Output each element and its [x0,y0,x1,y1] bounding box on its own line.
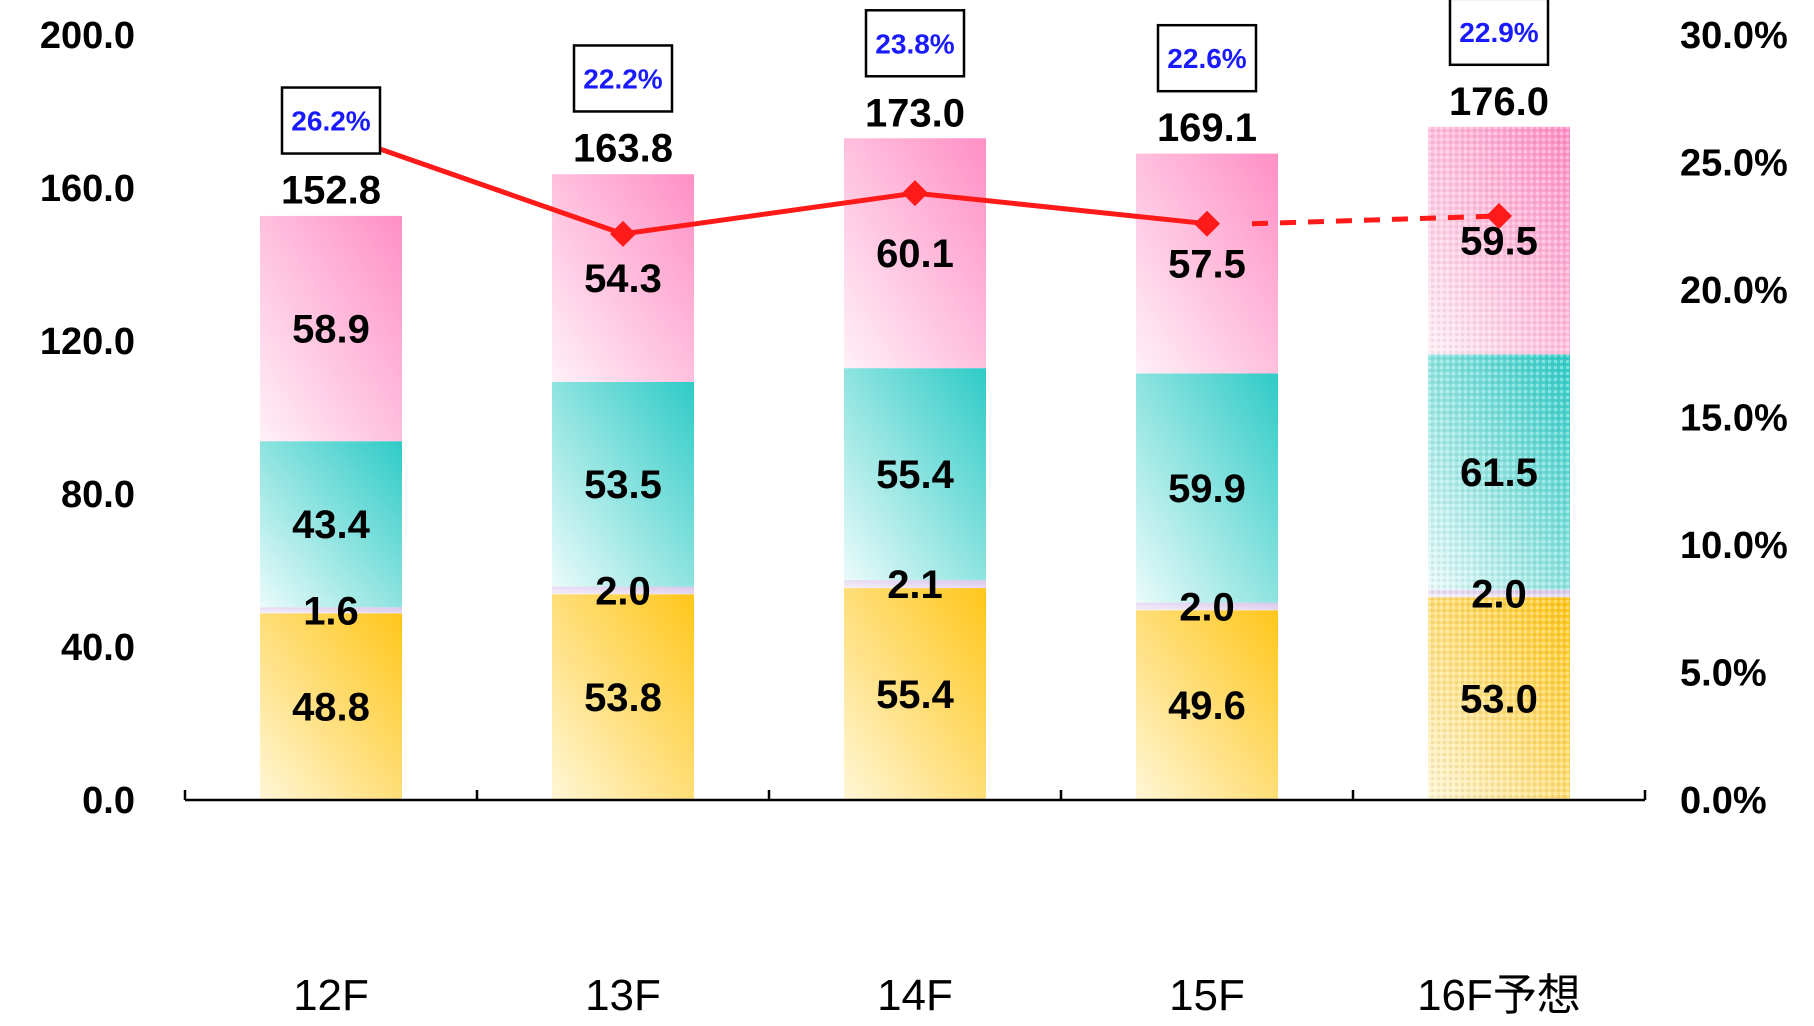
segment-value-label: 53.5 [584,463,662,507]
rate-point-marker [610,220,636,247]
bar-segment [1136,153,1278,374]
total-value-label: 169.1 [1157,106,1257,150]
segment-value-label: 43.4 [292,503,371,547]
rate-line [318,118,1512,247]
forecast-pattern [1428,126,1570,355]
bar-segment [260,441,402,608]
category-label: 16F予想 [1417,971,1581,1020]
total-value-label: 163.8 [573,126,673,170]
bar-segment [552,594,694,800]
segment-value-label: 60.1 [876,232,954,276]
rate-value-label: 22.2% [583,63,662,94]
data-labels: 48.8 1.6 43.4 58.9 152.8 26.2% 53.8 2.0 53.5 54.3… [280,0,1550,730]
right-tick-label: 30.0% [1680,15,1788,57]
bar-segment [552,381,694,587]
rate-value-label: 23.8% [875,28,954,59]
segment-value-label: 59.5 [1460,220,1538,264]
rate-label-box [1156,23,1258,93]
segment-value-label: 61.5 [1460,451,1538,495]
forecast-pattern [1428,589,1570,598]
bar-segment [844,588,986,800]
left-tick-label: 40.0 [61,627,135,669]
category-label: 12F [293,971,369,1020]
total-value-label: 176.0 [1449,80,1549,124]
rate-value-label: 22.6% [1167,43,1246,74]
rate-label-box [280,86,382,155]
segment-value-label: 54.3 [584,257,662,301]
rate-label-box [572,44,674,113]
right-axis: 0.0% 5.0% 10.0% 15.0% 20.0% 25.0% 30.0% [1680,15,1788,822]
segment-value-label: 2.1 [887,563,943,607]
bar-segment [844,138,986,369]
category-label: 15F [1169,971,1245,1020]
bar-segment [844,368,986,581]
rate-point-marker [1194,210,1220,237]
segment-value-label: 48.8 [292,686,370,730]
right-tick-label: 20.0% [1680,270,1788,312]
bar-segment [552,586,694,595]
segment-value-label: 2.0 [1471,572,1527,616]
bar-segment [260,607,402,614]
bar-segment [1136,602,1278,611]
left-tick-label: 120.0 [40,321,135,363]
forecast-pattern [1428,354,1570,590]
segment-value-label: 55.4 [876,673,955,717]
rate-value-label: 26.2% [291,106,370,137]
rate-point-marker [1486,203,1512,230]
right-tick-label: 15.0% [1680,398,1788,440]
total-value-label: 152.8 [281,169,381,213]
bar-segment [552,174,694,382]
segment-value-label: 53.8 [584,676,662,720]
bar-segment [260,613,402,800]
segment-value-label: 2.0 [595,569,651,613]
segment-value-label: 57.5 [1168,243,1246,287]
left-tick-label: 160.0 [40,168,135,210]
left-tick-label: 80.0 [61,474,135,516]
rate-line-solid [330,129,1208,237]
right-tick-label: 5.0% [1680,653,1767,695]
bars [260,126,1570,800]
rate-label-box [1448,0,1550,67]
category-label: 13F [585,971,661,1020]
bar-segment [844,580,986,589]
segment-value-label: 53.0 [1460,678,1538,722]
rate-label-box [864,9,966,78]
left-axis: 0.0 40.0 80.0 120.0 160.0 200.0 [40,15,135,822]
right-tick-label: 0.0% [1680,780,1767,822]
forecast-pattern [1428,597,1570,800]
left-tick-label: 0.0 [82,780,135,822]
total-value-label: 173.0 [865,91,965,135]
bar-segment [1136,373,1278,603]
segment-value-label: 58.9 [292,308,370,352]
rate-point-marker [902,180,928,207]
bar-segment [1136,610,1278,800]
category-label: 14F [877,971,953,1020]
bar-segment [260,215,402,442]
x-axis: 12F 13F 14F 15F 16F予想 [183,790,1647,1020]
segment-value-label: 59.9 [1168,467,1246,511]
segment-value-label: 1.6 [303,589,359,633]
segment-value-label: 49.6 [1168,684,1246,728]
rate-line-forecast [1251,213,1500,227]
segment-value-label: 2.0 [1179,585,1235,629]
rate-value-label: 22.9% [1459,17,1538,48]
left-tick-label: 200.0 [40,15,135,57]
right-tick-label: 25.0% [1680,143,1788,185]
right-tick-label: 10.0% [1680,525,1788,567]
segment-value-label: 55.4 [876,453,955,497]
